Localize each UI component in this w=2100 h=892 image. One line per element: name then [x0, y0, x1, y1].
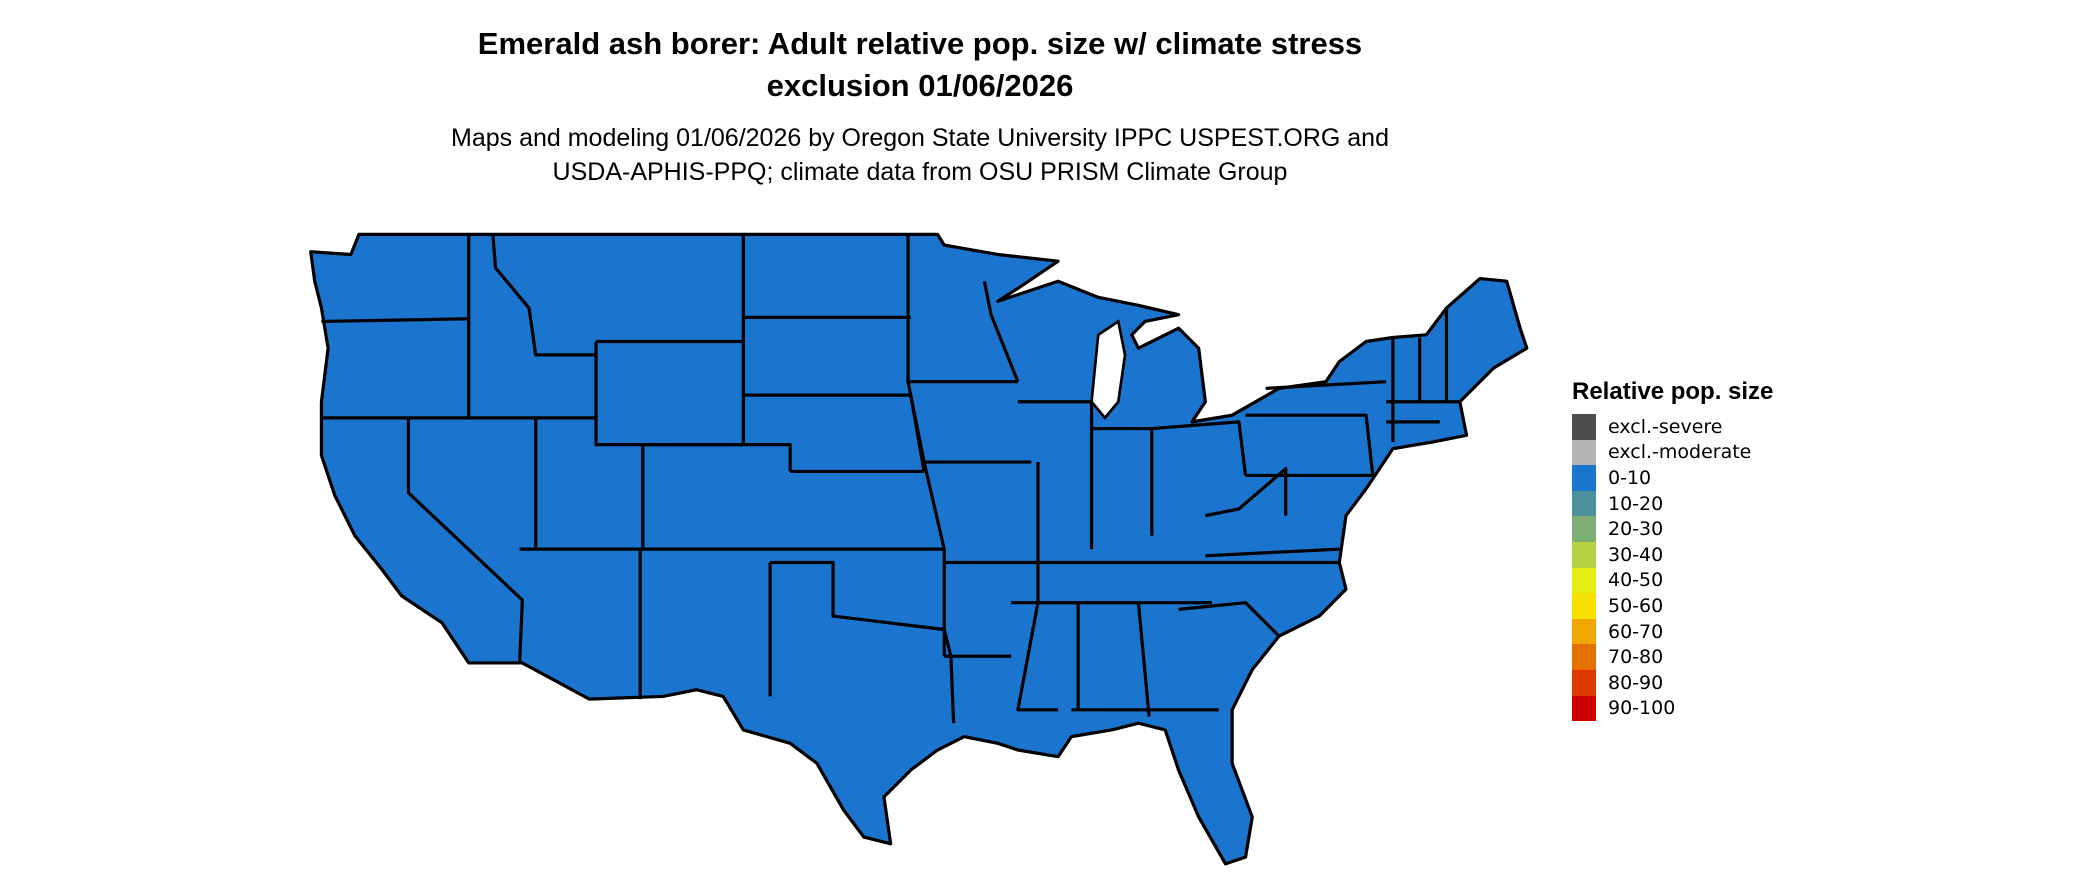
legend: Relative pop. size excl.-severe excl.-mod…	[1572, 378, 1774, 722]
legend-item: 30-40	[1572, 541, 1773, 568]
legend-swatch	[1572, 618, 1596, 645]
legend-swatch	[1572, 567, 1596, 594]
legend-swatch	[1572, 593, 1596, 619]
legend-item: 70-80	[1572, 644, 1773, 670]
legend-label: 50-60	[1608, 594, 1664, 617]
legend-label: 70-80	[1608, 646, 1664, 669]
legend-item: excl.-moderate	[1572, 439, 1773, 466]
legend-item: 50-60	[1572, 593, 1773, 619]
legend-swatch	[1572, 439, 1596, 466]
map-title-line-1: Emerald ash borer: Adult relative pop. s…	[477, 26, 1363, 61]
legend-swatch	[1572, 516, 1596, 542]
legend-swatch	[1572, 490, 1596, 517]
legend-swatch	[1572, 541, 1596, 568]
legend-item: 60-70	[1572, 618, 1773, 645]
legend-label: excl.-moderate	[1608, 441, 1752, 464]
legend-label: 40-50	[1608, 569, 1664, 592]
legend-swatch	[1572, 414, 1596, 440]
legend-label: 0-10	[1608, 466, 1652, 489]
legend-label: 90-100	[1608, 697, 1676, 720]
legend-item: 20-30	[1572, 516, 1773, 542]
legend-label: 80-90	[1608, 671, 1664, 694]
legend-label: 30-40	[1608, 543, 1664, 566]
legend-item: 90-100	[1572, 695, 1773, 722]
legend-item: 40-50	[1572, 567, 1773, 594]
legend-item: 80-90	[1572, 669, 1773, 696]
legend-title: Relative pop. size	[1572, 378, 1774, 405]
legend-item: 10-20	[1572, 490, 1773, 517]
legend-swatch	[1572, 644, 1596, 670]
legend-label: 10-20	[1608, 492, 1664, 515]
legend-swatch	[1572, 669, 1596, 696]
legend-label: 20-30	[1608, 518, 1664, 541]
state-borders	[321, 234, 1460, 724]
legend-item: 0-10	[1572, 465, 1773, 491]
legend-item: excl.-severe	[1572, 414, 1773, 440]
legend-label: 60-70	[1608, 620, 1664, 643]
legend-swatch	[1572, 465, 1596, 491]
legend-swatch	[1572, 695, 1596, 722]
legend-label: excl.-severe	[1608, 415, 1723, 438]
map-title-line-2: exclusion 01/06/2026	[766, 68, 1074, 103]
map-subtitle-line-2: USDA-APHIS-PPQ; climate data from OSU PR…	[552, 158, 1288, 186]
lake-michigan	[1090, 319, 1127, 420]
map-subtitle-line-1: Maps and modeling 01/06/2026 by Oregon S…	[451, 124, 1389, 152]
